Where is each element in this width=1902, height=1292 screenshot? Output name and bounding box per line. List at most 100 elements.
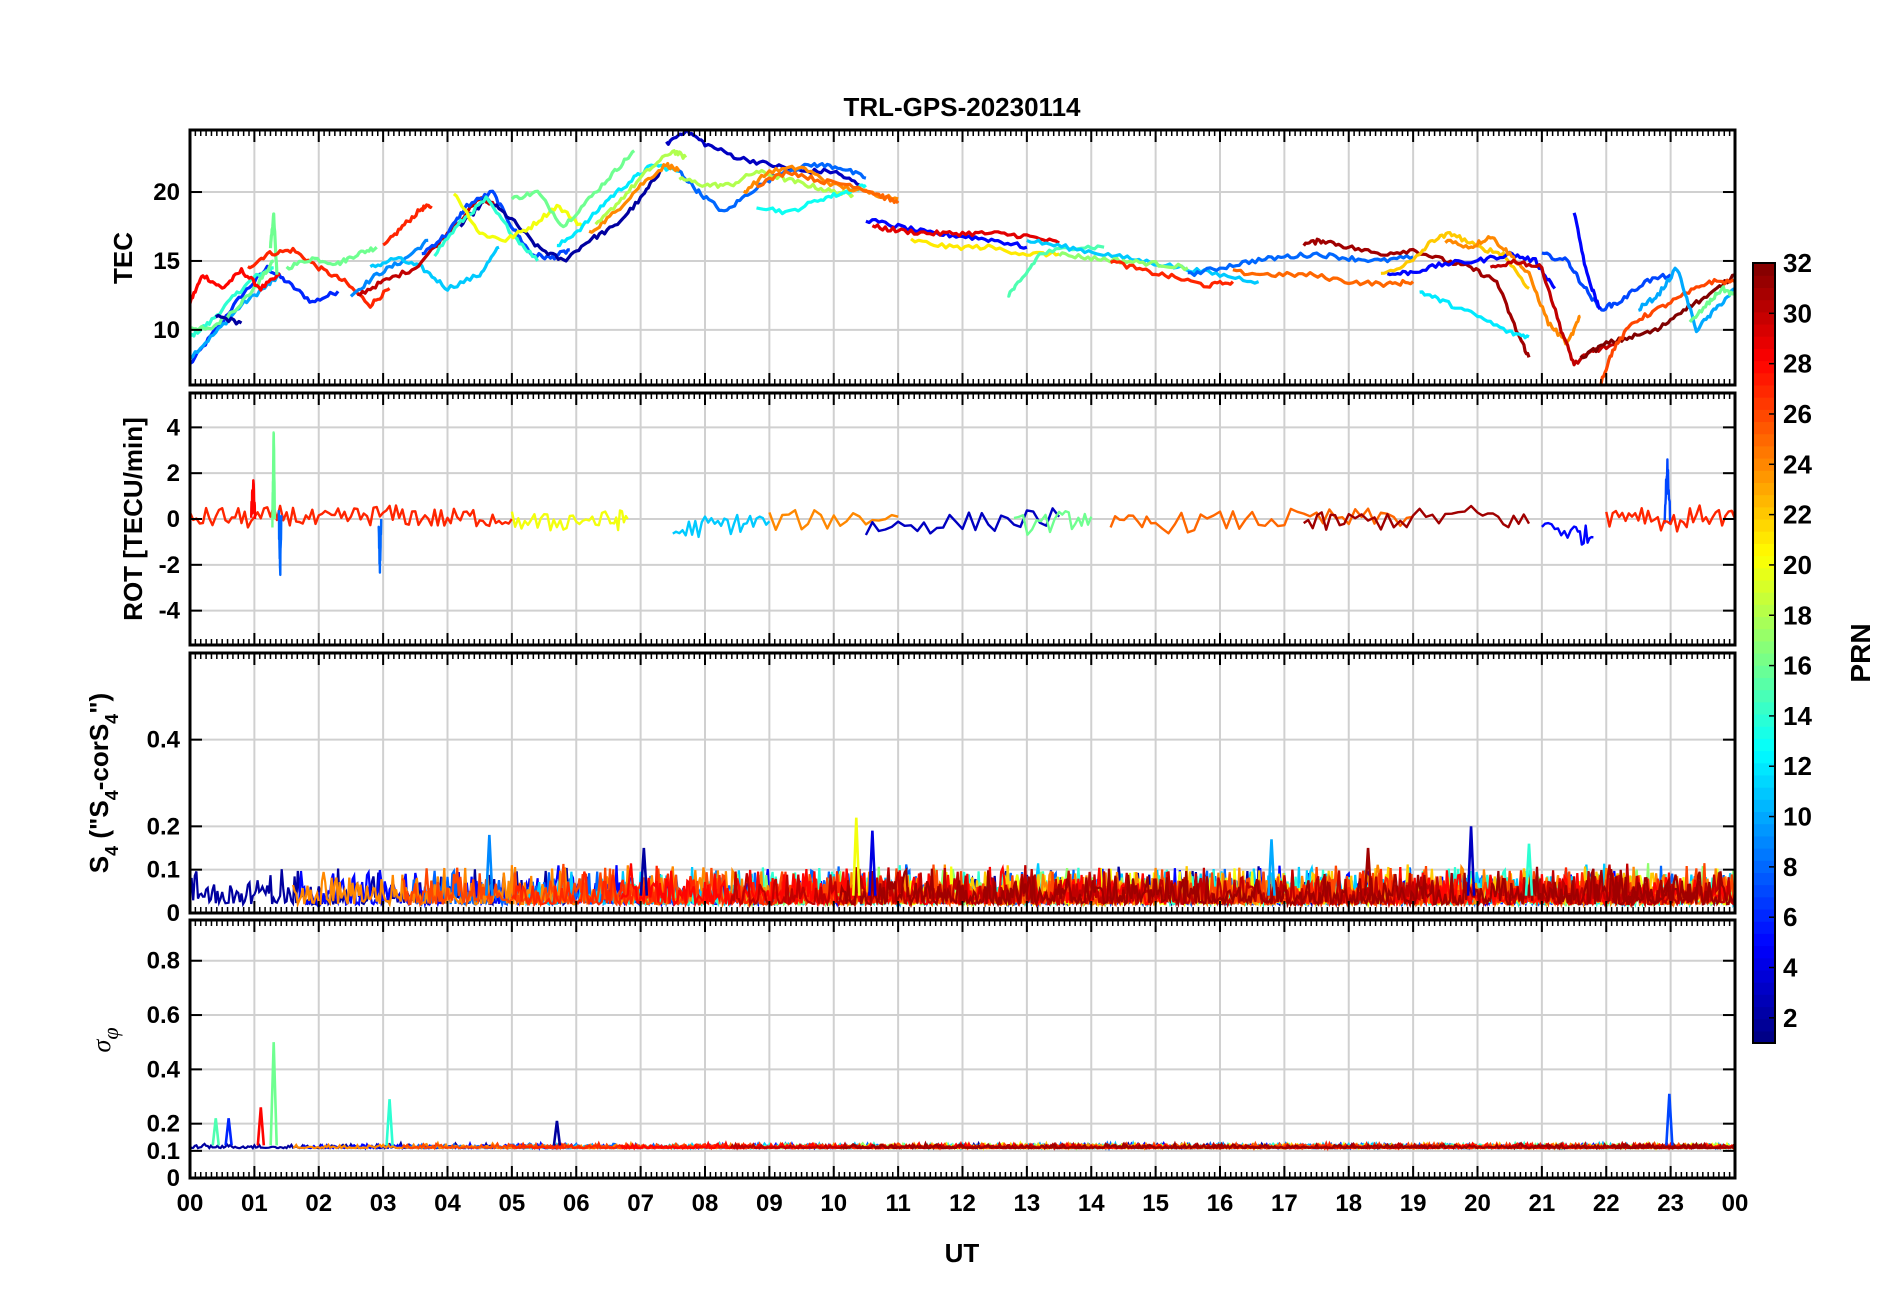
series-line-prn-14 bbox=[433, 195, 539, 262]
colorbar-segment bbox=[1753, 872, 1775, 886]
spike-prn-4 bbox=[868, 830, 877, 896]
sigma-panel: 00.10.2 0.4 0.6 0.8 σφ bbox=[87, 918, 1737, 1192]
colorbar-tick-label: 6 bbox=[1783, 902, 1797, 932]
y-tick-label: 2 bbox=[167, 460, 180, 487]
colorbar-segment bbox=[1753, 787, 1775, 800]
colorbar-segment bbox=[1753, 933, 1775, 947]
colorbar-segment bbox=[1753, 323, 1775, 337]
colorbar-tick-label: 18 bbox=[1783, 600, 1812, 630]
colorbar-segment bbox=[1753, 750, 1775, 764]
spike-prn-15 bbox=[211, 1118, 221, 1146]
colorbar-segment bbox=[1753, 921, 1775, 934]
colorbar-tick-label: 2 bbox=[1783, 1003, 1797, 1033]
colorbar-segment bbox=[1753, 531, 1775, 544]
series-line-prn-25 bbox=[756, 169, 900, 205]
series-line-prn-20 bbox=[510, 509, 629, 532]
rot-panel: -4 -2 0 2 4 ROT [TECU/min] bbox=[118, 391, 1737, 647]
colorbar-tick-label: 4 bbox=[1783, 953, 1798, 983]
rot-ylabel: ROT [TECU/min] bbox=[118, 417, 148, 621]
series-line-prn-16 bbox=[1013, 510, 1093, 536]
series-line-prn-16 bbox=[271, 431, 277, 528]
spike-prn-16 bbox=[269, 1042, 278, 1146]
y-tick-label: -2 bbox=[159, 552, 180, 579]
x-tick-label: 01 bbox=[241, 1190, 268, 1217]
series-line-prn-31 bbox=[1303, 504, 1531, 531]
spike-prn-3 bbox=[1466, 826, 1476, 896]
series-line-prn-28 bbox=[250, 479, 257, 520]
colorbar-segment bbox=[1753, 835, 1775, 849]
colorbar-segment bbox=[1753, 616, 1775, 630]
colorbar-segment bbox=[1753, 445, 1775, 459]
tec-frame bbox=[188, 128, 1737, 387]
colorbar-segment bbox=[1753, 348, 1775, 362]
series-line-prn-27 bbox=[382, 203, 433, 247]
series-line-prn-16 bbox=[285, 246, 378, 271]
spike-prn-28 bbox=[256, 1107, 266, 1146]
x-tick-label: 18 bbox=[1335, 1190, 1362, 1217]
x-tick-label: 19 bbox=[1400, 1190, 1427, 1217]
y-tick-label: -4 bbox=[159, 598, 181, 625]
x-tick-label: 17 bbox=[1271, 1190, 1298, 1217]
series-line-prn-8 bbox=[377, 518, 383, 574]
series-line-prn-33 bbox=[1579, 273, 1735, 360]
y-tick-label: 0 bbox=[167, 1165, 180, 1192]
x-tick-label: 02 bbox=[305, 1190, 332, 1217]
colorbar-segment bbox=[1753, 726, 1775, 739]
series-line-prn-5 bbox=[1541, 521, 1594, 546]
x-tick-label: 11 bbox=[885, 1190, 910, 1217]
colorbar-segment bbox=[1753, 384, 1775, 398]
series-line-prn-16 bbox=[510, 149, 636, 229]
x-tick-label: 06 bbox=[563, 1190, 590, 1217]
colorbar-segment bbox=[1753, 494, 1775, 508]
colorbar-scale bbox=[1753, 263, 1775, 1044]
series-line-prn-18 bbox=[594, 149, 688, 226]
colorbar-segment bbox=[1753, 665, 1775, 678]
colorbar-segment bbox=[1753, 421, 1775, 435]
colorbar-segment bbox=[1753, 774, 1775, 788]
colorbar-segment bbox=[1753, 701, 1775, 715]
x-tick-label: 03 bbox=[370, 1190, 397, 1217]
sigma-frame bbox=[188, 918, 1737, 1180]
y-tick-label: 20 bbox=[153, 179, 180, 206]
x-tick-label: 05 bbox=[499, 1190, 526, 1217]
colorbar-segment bbox=[1753, 263, 1775, 276]
series-line-prn-3 bbox=[864, 507, 1061, 536]
colorbar-tick-label: 16 bbox=[1783, 651, 1812, 681]
colorbar-tick-label: 8 bbox=[1783, 852, 1797, 882]
spike-prn-7 bbox=[1665, 1093, 1674, 1146]
x-tick-label: 22 bbox=[1593, 1190, 1620, 1217]
colorbar-segment bbox=[1753, 506, 1775, 520]
series-line-prn-12 bbox=[556, 162, 680, 248]
series-line-prn-11 bbox=[672, 513, 771, 539]
colorbar-segment bbox=[1753, 860, 1775, 873]
x-tick-label: 08 bbox=[692, 1190, 719, 1217]
y-tick-label: 0 bbox=[167, 506, 180, 533]
colorbar-tick-label: 22 bbox=[1783, 500, 1812, 530]
colorbar-segment bbox=[1753, 653, 1775, 666]
colorbar-label: PRN bbox=[1845, 623, 1876, 682]
colorbar-segment bbox=[1753, 957, 1775, 971]
x-tick-label: 13 bbox=[1014, 1190, 1041, 1217]
series-line-prn-27 bbox=[247, 246, 391, 309]
series-line-prn-6 bbox=[190, 264, 340, 365]
series-line-prn-11 bbox=[369, 245, 500, 292]
x-tick-label: 14 bbox=[1078, 1190, 1105, 1217]
y-tick-label: 15 bbox=[153, 248, 180, 275]
colorbar-segment bbox=[1753, 360, 1775, 374]
colorbar-segment bbox=[1753, 275, 1775, 288]
noise-trace-prn-31 bbox=[839, 1140, 1710, 1151]
x-tick-label: 09 bbox=[756, 1190, 783, 1217]
colorbar-frame bbox=[1752, 262, 1776, 1044]
colorbar-segment bbox=[1753, 884, 1775, 898]
sigma-ylabel: σφ bbox=[87, 1028, 123, 1053]
colorbar-segment bbox=[1753, 1018, 1775, 1032]
colorbar-segment bbox=[1753, 994, 1775, 1008]
colorbar-segment bbox=[1753, 592, 1775, 605]
colorbar-segment bbox=[1753, 982, 1775, 995]
series-line-prn-27 bbox=[1605, 504, 1735, 533]
colorbar-segment bbox=[1753, 848, 1775, 861]
y-tick-label: 0.4 bbox=[147, 1056, 181, 1083]
spike-prn-14 bbox=[385, 1099, 394, 1146]
colorbar-segment bbox=[1753, 543, 1775, 557]
